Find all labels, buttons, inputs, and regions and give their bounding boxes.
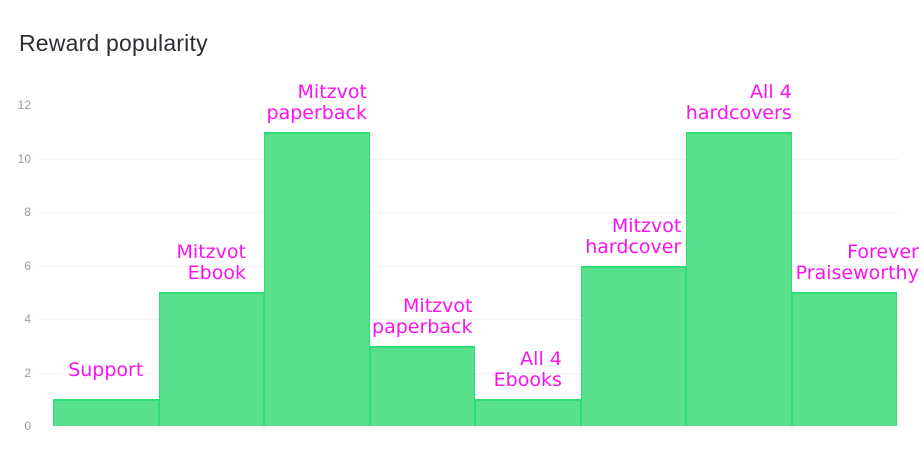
- bar-label-forever-praiseworthy: Forever Praiseworthy: [795, 241, 919, 285]
- bar-forever-praiseworthy[interactable]: [791, 292, 897, 426]
- y-axis-tick-0: 0: [24, 419, 31, 433]
- bar-mitzvot-paperback[interactable]: [369, 345, 475, 426]
- bar-mitzvot-ebook[interactable]: [158, 292, 264, 426]
- bar-label-mitzvot-ebook: Mitzvot Ebook: [176, 241, 246, 285]
- gridline-y-4: [39, 319, 898, 320]
- y-axis-tick-10: 10: [17, 151, 31, 166]
- bar-all-4-ebooks[interactable]: [475, 399, 581, 426]
- bar-support[interactable]: [53, 399, 159, 426]
- y-axis-tick-6: 6: [24, 258, 31, 273]
- y-axis-tick-2: 2: [24, 365, 31, 380]
- bar-label-mitzvot-hardcover: Mitzvot hardcover: [585, 214, 682, 258]
- bar-label-support: Support: [68, 358, 144, 381]
- y-axis-tick-8: 8: [24, 205, 31, 219]
- bar-label-all-4-ebooks: All 4 Ebooks: [493, 348, 562, 392]
- bar-all-4-hardcovers[interactable]: [686, 131, 792, 426]
- bar-mitzvot-paperback[interactable]: [264, 131, 370, 426]
- bar-label-mitzvot-paperback: Mitzvot paperback: [372, 294, 473, 338]
- gridline-y-6: [39, 265, 898, 267]
- chart-title: Reward popularity: [19, 30, 208, 56]
- gridline-y-10: [39, 158, 898, 160]
- y-axis-tick-4: 4: [24, 312, 31, 326]
- y-axis-tick-12: 12: [17, 98, 31, 112]
- bar-label-all-4-hardcovers: All 4 hardcovers: [685, 80, 792, 124]
- bar-label-mitzvot-paperback: Mitzvot paperback: [266, 80, 367, 124]
- bar-mitzvot-hardcover[interactable]: [580, 265, 686, 426]
- gridline-y-8: [39, 212, 898, 213]
